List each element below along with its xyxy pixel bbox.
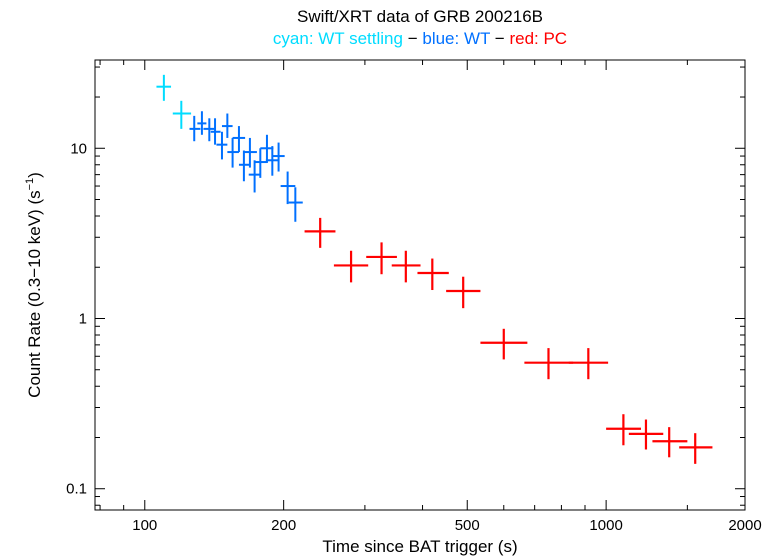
ytick-label: 0.1 xyxy=(66,481,87,498)
y-axis-label: Count Rate (0.3−10 keV) (s−1) xyxy=(24,172,44,398)
chart-svg: 100 200 500 1000 2000 0.1 1 10 Time since BAT tr… xyxy=(0,0,775,558)
plot-frame xyxy=(95,60,745,510)
x-axis-label: Time since BAT trigger (s) xyxy=(322,537,517,556)
ytick-label: 1 xyxy=(79,310,87,327)
series-WT xyxy=(189,111,302,222)
xrt-lightcurve-chart: 100 200 500 1000 2000 0.1 1 10 Time since BAT tr… xyxy=(0,0,775,558)
xtick-label: 2000 xyxy=(728,517,761,534)
xtick-label: 200 xyxy=(271,517,296,534)
xtick-label: 500 xyxy=(455,517,480,534)
series-PC xyxy=(305,218,713,464)
chart-subtitle: cyan: WT settling − blue: WT − red: PC xyxy=(273,29,567,48)
xtick-label: 1000 xyxy=(589,517,622,534)
xtick-label: 100 xyxy=(132,517,157,534)
series-WT_settling xyxy=(156,75,191,129)
ytick-label: 10 xyxy=(70,140,87,157)
chart-title: Swift/XRT data of GRB 200216B xyxy=(297,7,543,26)
